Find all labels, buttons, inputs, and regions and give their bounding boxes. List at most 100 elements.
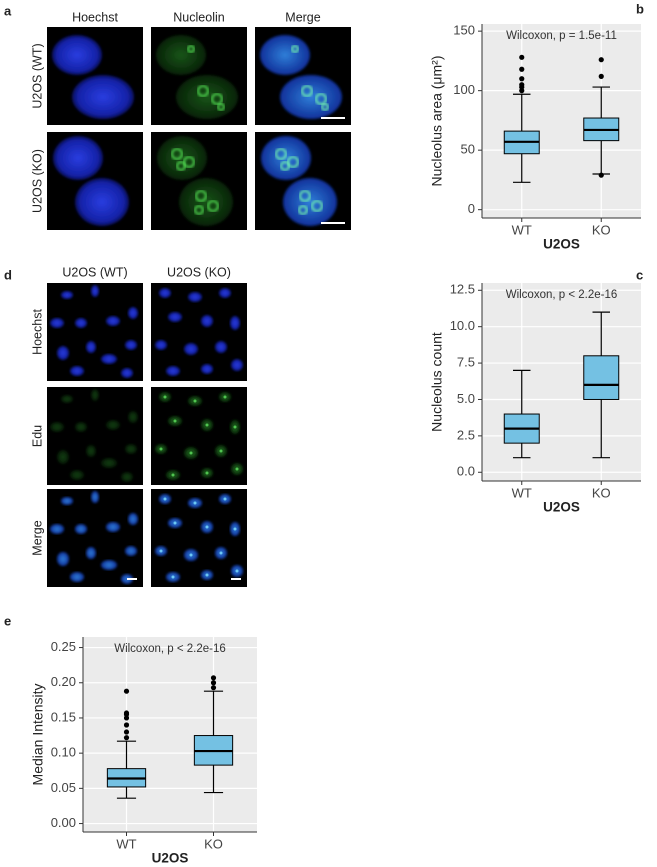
- outlier: [598, 172, 604, 178]
- y-tick-label: 100: [453, 82, 475, 97]
- nucleus: [75, 318, 87, 328]
- nucleus: [125, 444, 137, 454]
- nucleolus: [197, 85, 209, 97]
- micrograph: [47, 489, 143, 587]
- y-axis-title: Nucleolus count: [429, 332, 445, 432]
- y-tick-label: 7.5: [457, 355, 475, 370]
- speckle: [235, 467, 239, 471]
- y-axis-title: Median Intensity: [30, 684, 46, 786]
- nucleus: [106, 316, 120, 326]
- nucleus: [166, 366, 180, 376]
- nucleus: [260, 35, 310, 75]
- nucleus: [121, 368, 133, 378]
- speckle: [189, 553, 193, 557]
- nucleus: [184, 343, 198, 355]
- nucleolus: [207, 200, 219, 212]
- x-tick-label: KO: [592, 222, 611, 237]
- row-label: U2OS (KO): [30, 149, 44, 213]
- nucleus: [57, 346, 69, 360]
- nucleolus: [301, 85, 313, 97]
- nucleus: [128, 307, 138, 319]
- y-tick-label: 2.5: [457, 427, 475, 442]
- nucleolus: [176, 161, 186, 171]
- nucleus: [50, 318, 64, 328]
- nucleus: [91, 389, 99, 401]
- nucleolus: [171, 148, 183, 160]
- x-tick-label: WT: [512, 485, 532, 500]
- plot-panel: [83, 637, 257, 832]
- nucleus: [75, 422, 87, 432]
- nucleolus: [195, 190, 207, 202]
- row-label: Merge: [30, 520, 44, 555]
- y-tick-label: 150: [453, 23, 475, 38]
- x-axis-title: U2OS: [543, 237, 580, 252]
- speckle: [193, 501, 197, 505]
- panel-letter: b: [636, 1, 644, 16]
- speckle: [233, 425, 237, 429]
- y-tick-label: 12.5: [450, 282, 475, 297]
- speckle: [193, 399, 197, 403]
- nucleolus: [275, 148, 287, 160]
- nucleus: [280, 75, 342, 119]
- speckle: [159, 447, 163, 451]
- y-tick-label: 50: [461, 142, 475, 157]
- nucleolus: [187, 45, 195, 53]
- nucleus: [179, 178, 233, 226]
- nucleus: [155, 340, 167, 350]
- speckle: [219, 551, 223, 555]
- speckle: [205, 573, 209, 577]
- speckle: [163, 395, 167, 399]
- nucleus: [70, 366, 84, 376]
- speckle: [189, 451, 193, 455]
- nucleus: [57, 552, 69, 566]
- panel-letter: c: [636, 267, 643, 282]
- nucleolus: [217, 103, 225, 111]
- nucleus: [91, 285, 99, 297]
- y-tick-label: 0: [468, 201, 475, 216]
- outlier: [598, 73, 604, 79]
- column-header: Merge: [285, 10, 320, 24]
- nucleus: [156, 35, 206, 75]
- nucleus: [61, 395, 73, 403]
- micrograph: [47, 283, 143, 381]
- y-tick-label: 10.0: [450, 318, 475, 333]
- outlier: [210, 685, 217, 691]
- nucleus: [53, 136, 103, 180]
- x-tick-label: WT: [512, 222, 532, 237]
- nucleus: [201, 315, 213, 327]
- nucleus: [230, 316, 240, 330]
- nucleus: [261, 136, 311, 180]
- panel-letter: d: [4, 267, 12, 282]
- micrograph: [47, 387, 143, 485]
- column-header: Nucleolin: [173, 10, 224, 24]
- nucleus: [86, 547, 96, 559]
- nucleus: [86, 341, 96, 353]
- speckle: [205, 423, 209, 427]
- outlier: [519, 76, 525, 82]
- speckle: [159, 549, 163, 553]
- nucleus: [72, 75, 134, 119]
- outlier: [123, 710, 130, 716]
- nucleus: [91, 491, 99, 503]
- nucleus: [215, 341, 227, 353]
- box: [583, 355, 620, 400]
- nucleolus: [321, 103, 329, 111]
- outlier: [123, 722, 130, 728]
- y-tick-label: 0.25: [51, 639, 76, 654]
- nucleus: [101, 354, 117, 364]
- y-tick-label: 0.00: [51, 815, 76, 830]
- x-tick-label: WT: [116, 836, 136, 851]
- column-header: U2OS (WT): [62, 265, 127, 279]
- x-axis-title: U2OS: [152, 851, 189, 866]
- y-tick-label: 0.05: [51, 780, 76, 795]
- nucleus: [57, 450, 69, 464]
- speckle: [205, 471, 209, 475]
- nucleus: [188, 292, 202, 302]
- speckle: [171, 575, 175, 579]
- speckle: [205, 525, 209, 529]
- outlier: [519, 88, 525, 94]
- nucleus: [61, 497, 73, 505]
- y-tick-label: 0.20: [51, 674, 76, 689]
- column-header: Hoechst: [72, 10, 118, 24]
- nucleolus: [315, 93, 327, 105]
